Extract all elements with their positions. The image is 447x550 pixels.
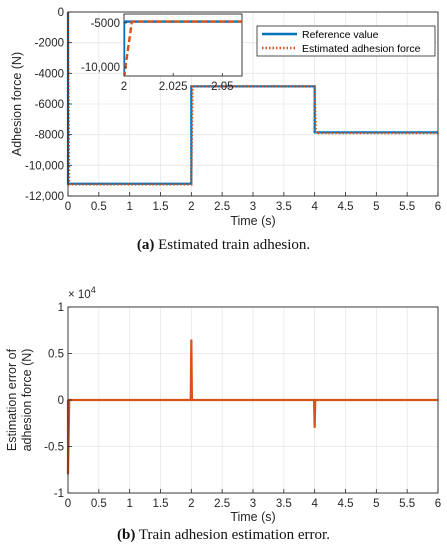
legend-label-reference: Reference value <box>302 29 379 41</box>
caption-b-text: Train adhesion estimation error. <box>138 527 330 543</box>
inset-x-tick-label: 2 <box>121 81 127 93</box>
caption-a: (a) Estimated train adhesion. <box>0 237 447 254</box>
panel-b-y-tick-label: 0.5 <box>48 349 64 361</box>
panel-a-x-tick-label: 5.5 <box>399 201 415 213</box>
panel-a-x-tick-label: 2.5 <box>214 201 230 213</box>
panel-b-y-tick-label: 1 <box>58 302 64 314</box>
panel-b-y-tick-label: 0 <box>58 395 64 407</box>
panel-a-x-tick-label: 4 <box>311 201 318 213</box>
panel-a-x-tick-label: 6 <box>435 201 441 213</box>
panel-a-x-tick-label: 2 <box>188 201 194 213</box>
inset-axes-box <box>123 13 243 77</box>
legend-label-estimated: Estimated adhesion force <box>302 43 421 55</box>
panel-a-inset-zoom: 2 2.025 2.05 -5000 -10,000 <box>81 13 243 93</box>
panel-b-y-tick-label: -0.5 <box>44 442 64 454</box>
panel-a-x-tick-label: 0.5 <box>91 201 107 213</box>
panel-b-x-tick-label: 3 <box>250 498 256 510</box>
panel-a-series-line-2 <box>66 11 438 186</box>
panel-a-x-tick-label: 3.5 <box>276 201 292 213</box>
panel-a-y-axis-label: Adhesion force (N) <box>10 52 24 156</box>
panel-a-x-tick-label: 4.5 <box>338 201 354 213</box>
panel-b-y-multiplier: × 104 <box>68 285 96 301</box>
panel-a-y-tick-label: -6000 <box>35 99 64 111</box>
inset-ticks: 2 2.025 2.05 -5000 -10,000 <box>81 18 234 93</box>
panel-b-y-axis-label-line2: adhesion force (N) <box>20 349 34 452</box>
panel-a-ticks: 0 0.5 1 1.5 2 2.5 3 3.5 4 4.5 5 5.5 6 0 -2000 -4000 -600… <box>25 7 441 213</box>
panel-b-estimation-error: 0 0.5 1 1.5 2 2.5 3 3.5 4 4.5 5 5.5 6 1 0.5 0 -0.5 -1 × 1… <box>5 285 441 524</box>
panel-b-x-tick-label: 0 <box>65 498 71 510</box>
panel-b-y-axis-label-line1: Estimation error of <box>5 348 19 451</box>
panel-a-y-tick-label: -12,000 <box>25 191 64 203</box>
panel-a-y-tick-label: -8000 <box>35 130 64 142</box>
panel-b-x-tick-label: 3.5 <box>276 498 292 510</box>
panel-b-x-tick-label: 5.5 <box>399 498 415 510</box>
panel-a-x-tick-label: 1 <box>126 201 132 213</box>
panel-b-x-tick-label: 1 <box>126 498 132 510</box>
panel-a-x-tick-label: 5 <box>373 201 379 213</box>
inset-x-tick-label: 2.025 <box>159 81 188 93</box>
panel-a-x-tick-label: 0 <box>65 201 71 213</box>
panel-b-series <box>66 339 438 475</box>
panel-b-x-tick-label: 5 <box>373 498 379 510</box>
panel-b-x-tick-label: 2.5 <box>214 498 230 510</box>
caption-b: (b) Train adhesion estimation error. <box>0 527 447 544</box>
panel-b-x-axis-label: Time (s) <box>230 510 275 524</box>
panel-a-y-tick-label: -10,000 <box>25 160 64 172</box>
panel-a-x-tick-label: 3 <box>250 201 256 213</box>
panel-b-y-tick-label: -1 <box>54 488 64 500</box>
panel-b-x-tick-label: 4.5 <box>338 498 354 510</box>
inset-y-tick-label: -5000 <box>91 18 120 30</box>
panel-a-y-tick-label: -2000 <box>35 38 64 50</box>
panel-b-x-tick-label: 2 <box>188 498 194 510</box>
panel-b-x-tick-label: 4 <box>311 498 318 510</box>
inset-series-line-2 <box>124 20 242 76</box>
panel-b-x-tick-label: 1.5 <box>153 498 169 510</box>
panel-a-y-tick-label: 0 <box>58 7 64 19</box>
caption-a-text: Estimated train adhesion. <box>158 237 311 253</box>
panel-b-x-tick-label: 0.5 <box>91 498 107 510</box>
legend-box <box>256 25 436 57</box>
inset-x-tick-label: 2.05 <box>211 81 233 93</box>
caption-b-label: (b) <box>117 527 136 543</box>
panel-b-x-tick-label: 6 <box>435 498 441 510</box>
inset-series <box>124 20 242 76</box>
panel-a-x-tick-label: 1.5 <box>153 201 169 213</box>
panel-a-estimated-adhesion: 0 0.5 1 1.5 2 2.5 3 3.5 4 4.5 5 5.5 6 0 -2000 -4000 -600… <box>10 7 441 228</box>
caption-a-label: (a) <box>136 237 155 253</box>
panel-b-ticks: 0 0.5 1 1.5 2 2.5 3 3.5 4 4.5 5 5.5 6 1 0.5 0 -0.5 -1 <box>44 302 441 510</box>
panel-a-legend: Reference value Estimated adhesion force <box>256 25 436 57</box>
panel-b-series-line-1 <box>66 339 438 475</box>
inset-y-tick-label: -10,000 <box>81 62 120 74</box>
panel-a-y-tick-label: -4000 <box>35 68 64 80</box>
panel-a-x-axis-label: Time (s) <box>230 214 275 228</box>
